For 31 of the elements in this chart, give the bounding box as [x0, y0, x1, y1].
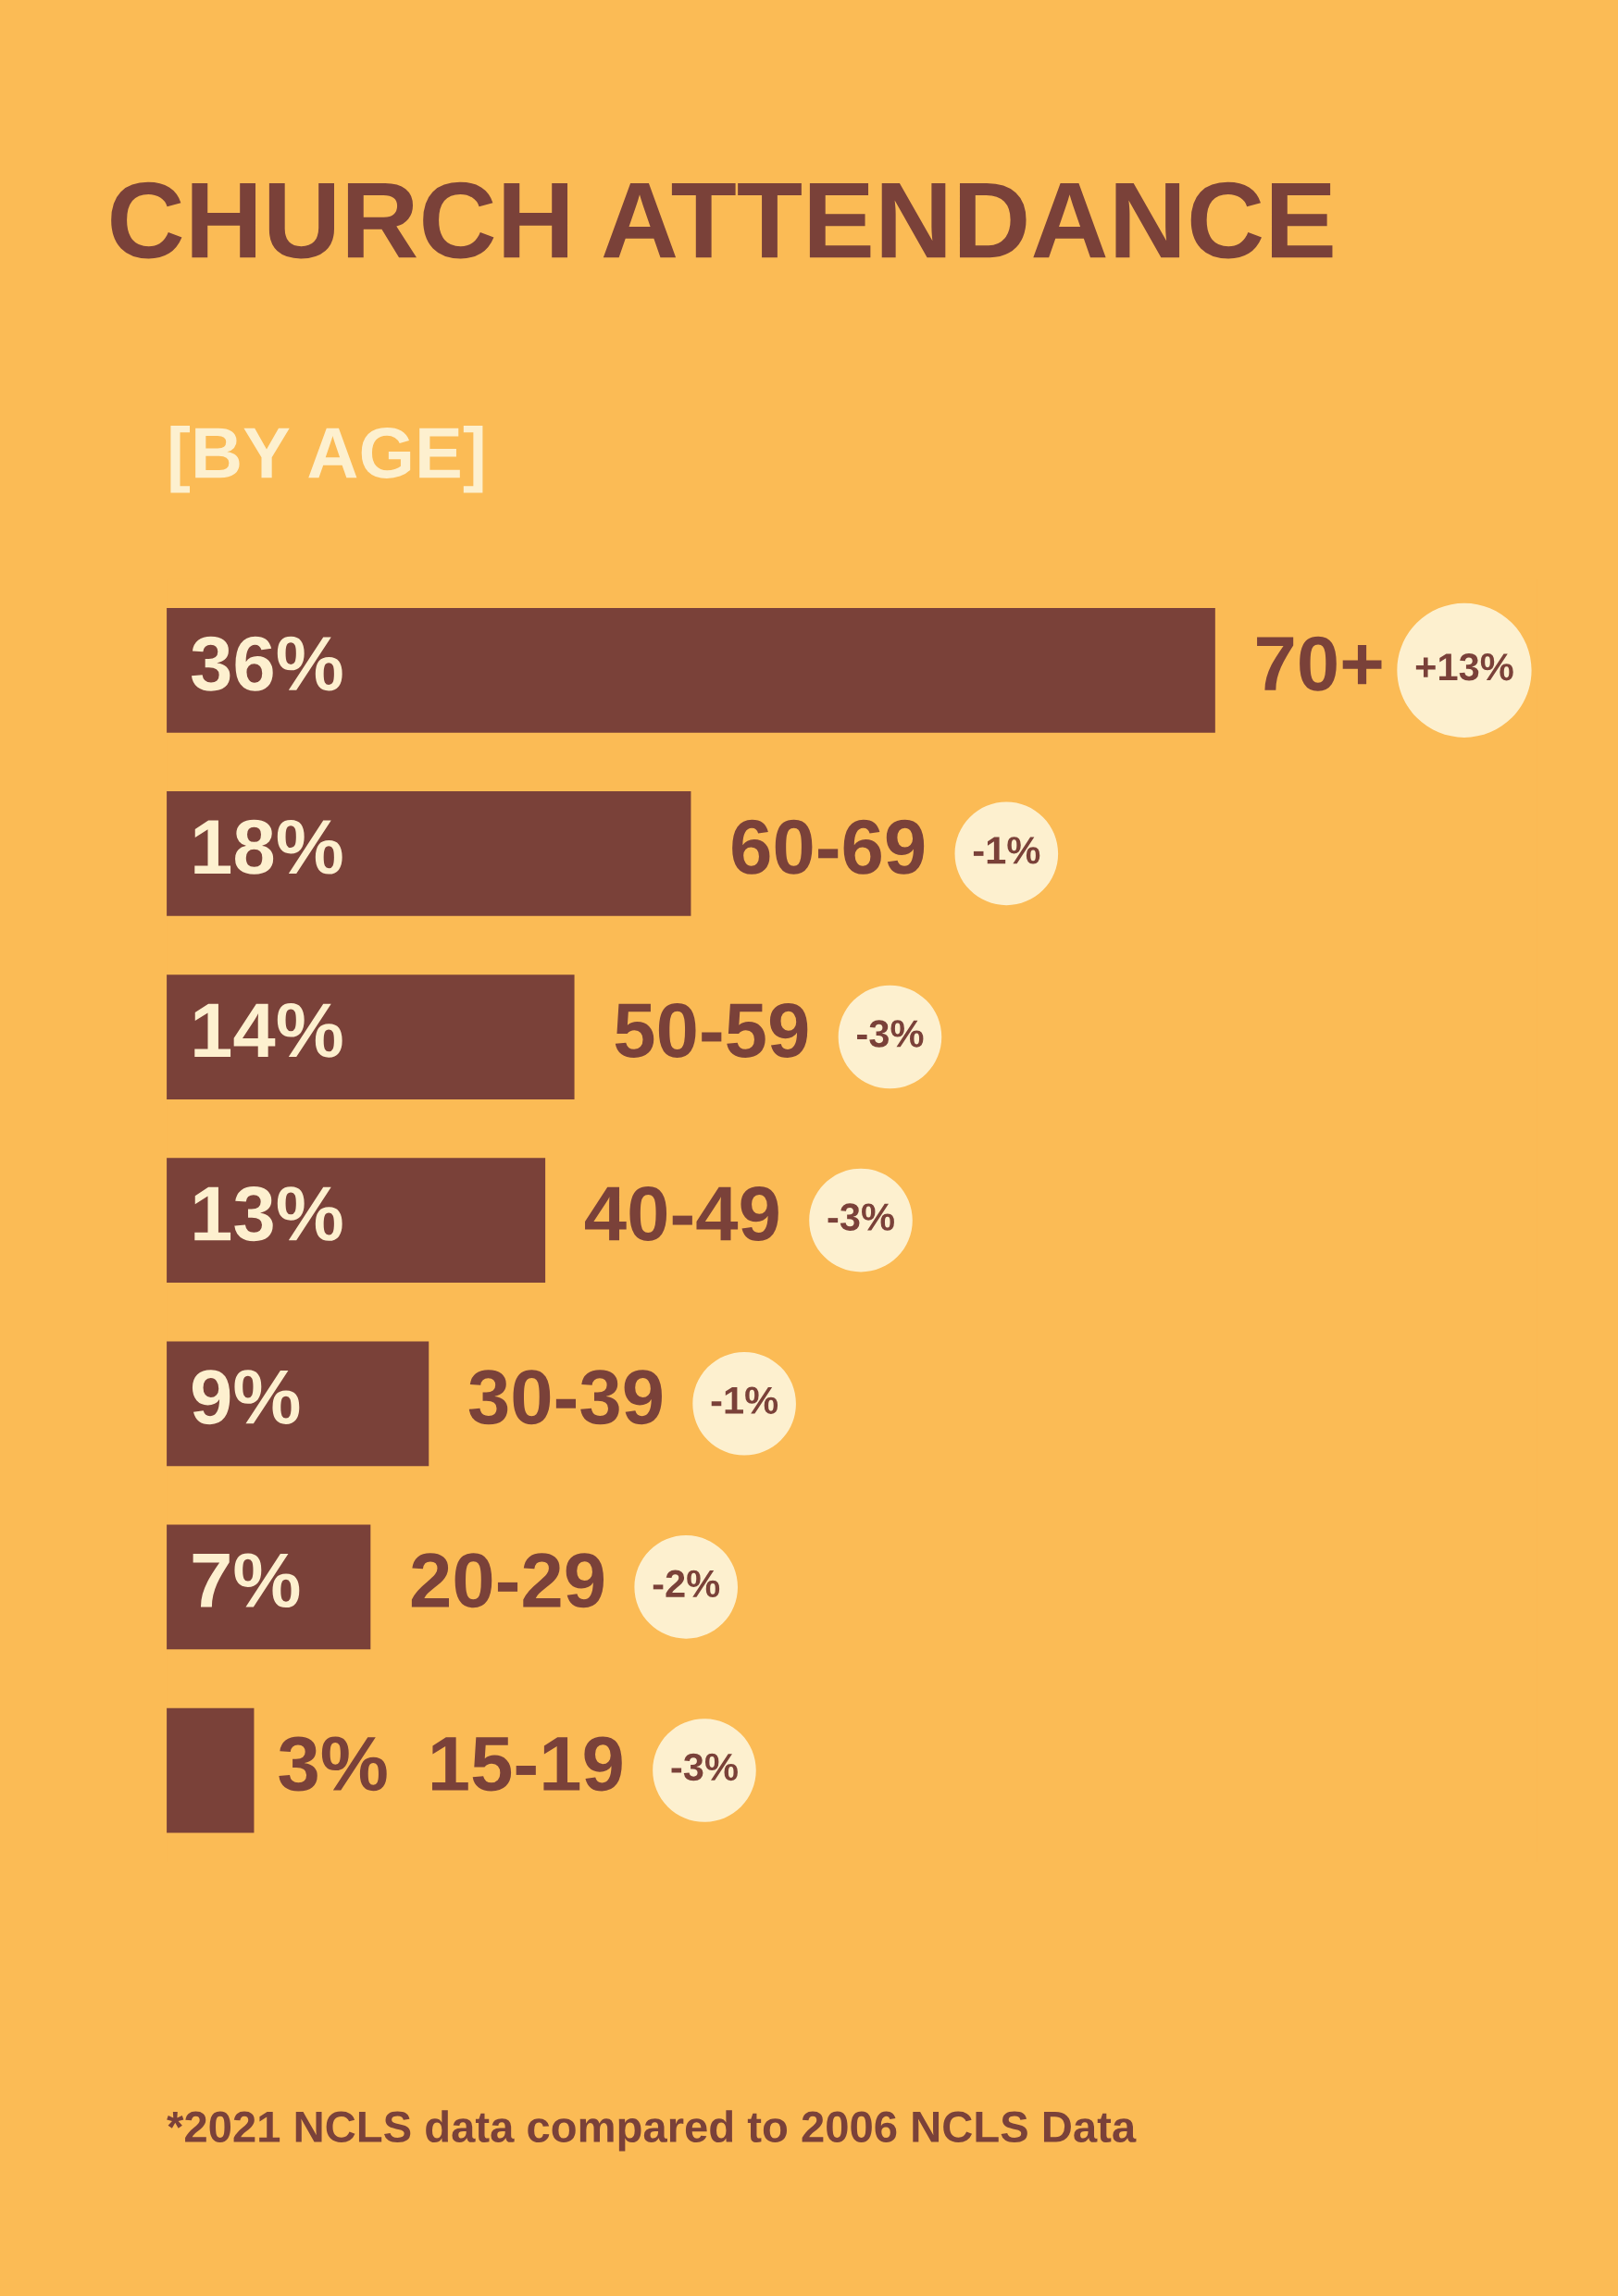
chart-subtitle: [BY AGE] — [170, 425, 483, 493]
y-tick-label: 70+ — [1257, 636, 1382, 691]
annotation: -3% — [857, 1020, 924, 1048]
bar — [167, 1707, 255, 1833]
y-tick-label: 30-39 — [468, 1370, 662, 1425]
y-tick-label: 20-29 — [411, 1553, 604, 1608]
annotation: -2% — [653, 1570, 720, 1597]
bar — [167, 791, 691, 916]
bar — [167, 1524, 371, 1650]
data-label: 9% — [192, 1370, 300, 1425]
data-label: 36% — [191, 636, 342, 691]
data-label: 18% — [194, 819, 342, 875]
annotation: -3% — [828, 1203, 894, 1231]
bar — [167, 607, 1215, 733]
annotation: -1% — [973, 837, 1040, 864]
y-tick-label: 50-59 — [615, 1002, 808, 1058]
bar — [167, 1158, 546, 1284]
text: *2021 NCLS data compared to 2006 NCLS Data — [167, 2110, 1137, 2152]
data-label: 3% — [279, 1736, 387, 1792]
y-tick-label: 40-49 — [585, 1186, 778, 1242]
y-tick-label: 60-69 — [732, 819, 925, 875]
chart-title: CHURCH ATTENDANCE — [111, 181, 1333, 259]
bar — [167, 974, 575, 1099]
data-label: 14% — [194, 1003, 342, 1058]
data-label: 7% — [193, 1553, 300, 1608]
data-label: 13% — [194, 1186, 342, 1242]
y-tick-label: 15-19 — [431, 1736, 622, 1792]
annotation: -1% — [711, 1386, 778, 1414]
annotation: -3% — [671, 1753, 738, 1781]
text: +13% — [1415, 652, 1513, 681]
bar — [167, 1341, 429, 1467]
